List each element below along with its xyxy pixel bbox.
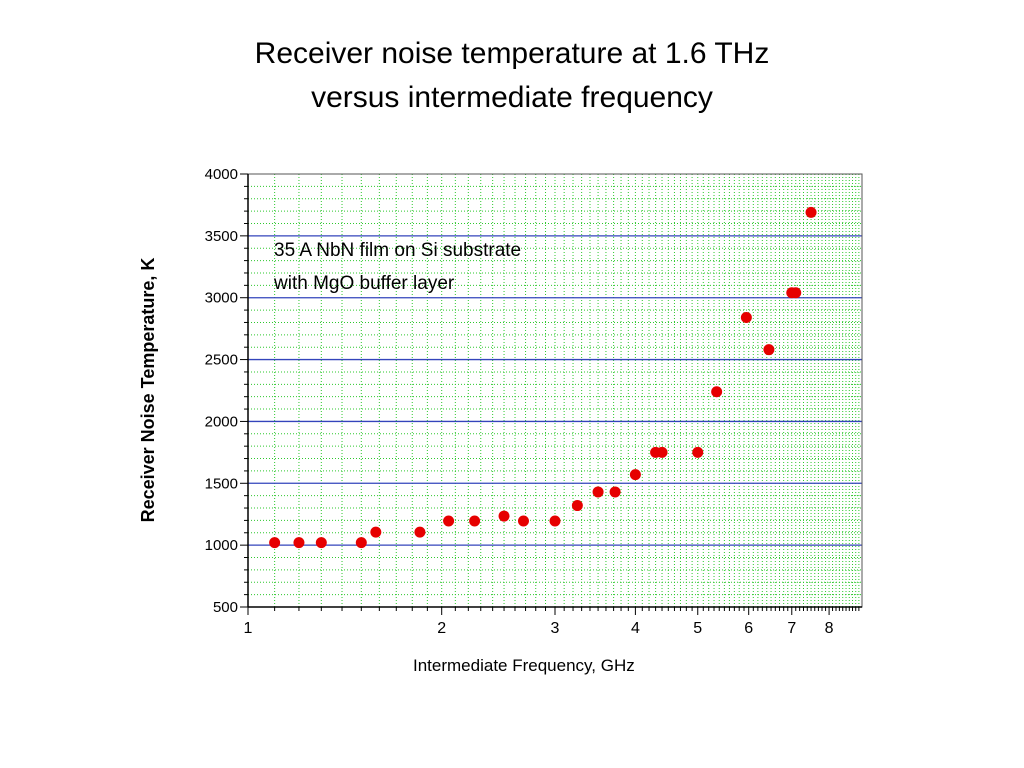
x-tick-label: 5 — [693, 620, 702, 637]
x-tick-label: 1 — [244, 620, 253, 637]
data-point — [629, 469, 641, 481]
data-point — [315, 537, 327, 549]
x-tick-label: 7 — [787, 620, 796, 637]
y-axis-ticks: 500 1000 1500 2000 2500 3000 3500 4000 — [205, 166, 248, 616]
data-point — [592, 486, 604, 498]
minor-grid — [248, 174, 862, 607]
chart-annotation-line-1: 35 A NbN film on Si substrate — [274, 240, 521, 261]
major-grid — [248, 235, 862, 546]
data-point — [517, 515, 529, 527]
x-tick-label: 4 — [631, 620, 640, 637]
y-tick-label: 2500 — [205, 352, 238, 369]
y-tick-label: 3500 — [205, 228, 238, 245]
data-point — [805, 206, 817, 218]
slide-title-line-1: Receiver noise temperature at 1.6 THz — [254, 37, 770, 70]
data-point — [269, 537, 281, 549]
data-point — [711, 386, 723, 398]
x-tick-label: 2 — [437, 620, 446, 637]
data-point — [498, 510, 510, 522]
data-point — [355, 537, 367, 549]
data-point — [740, 312, 752, 324]
y-tick-label: 4000 — [205, 166, 238, 183]
y-axis-label: Receiver Noise Temperature, K — [138, 258, 158, 523]
data-point — [443, 515, 455, 527]
data-point — [370, 526, 382, 538]
data-points — [269, 206, 817, 549]
x-tick-label: 6 — [744, 620, 753, 637]
chart-annotation-line-2: with MgO buffer layer — [273, 273, 455, 294]
y-tick-label: 3000 — [205, 290, 238, 307]
y-tick-label: 1000 — [205, 537, 238, 554]
y-tick-label: 2000 — [205, 413, 238, 430]
data-point — [293, 537, 305, 549]
data-point — [763, 344, 775, 356]
data-point — [549, 515, 561, 527]
x-axis-ticks: 1 2 3 4 5 6 7 8 — [244, 607, 860, 637]
y-tick-label: 500 — [213, 599, 238, 616]
data-point — [609, 486, 621, 498]
x-tick-label: 8 — [825, 620, 834, 637]
y-tick-label: 1500 — [205, 475, 238, 492]
data-point — [692, 446, 704, 458]
data-point — [469, 515, 481, 527]
slide-title-line-2: versus intermediate frequency — [311, 81, 713, 114]
x-axis-label: Intermediate Frequency, GHz — [413, 656, 635, 675]
data-point — [656, 446, 668, 458]
x-tick-label: 3 — [551, 620, 560, 637]
data-point — [414, 526, 426, 538]
slide-title: Receiver noise temperature at 1.6 THz ve… — [0, 32, 1024, 120]
data-point — [790, 287, 802, 299]
data-point — [571, 500, 583, 512]
